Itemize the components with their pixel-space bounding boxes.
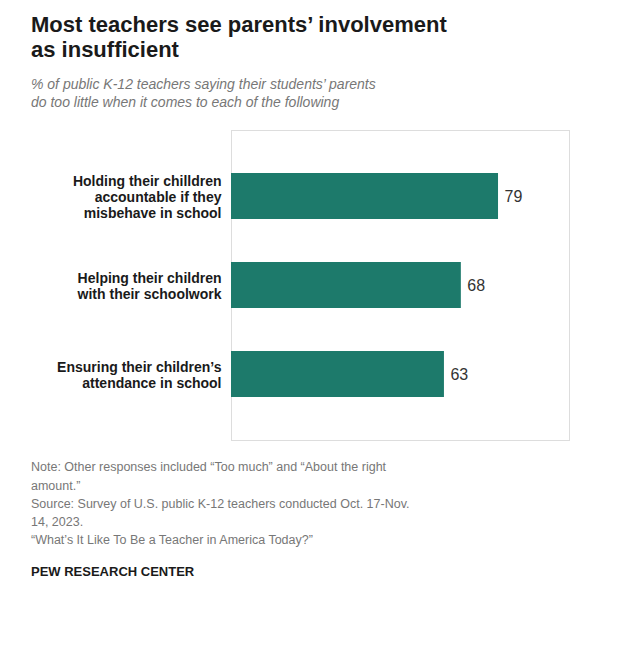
html-text:Most teachers see parents’ inv: Most teachers see parents’ involvement a… [31,12,447,63]
html-text:PEW RESEARCH CENTER: PEW RESEARCH CENTER [31,564,195,579]
svg-text:68: 68 [467,277,485,294]
svg-text:Holding their chilldrenaccount: Holding their chilldrenaccountable if th… [73,173,222,221]
svg-text:79: 79 [505,188,523,205]
svg-text:Helping their childrenwith the: Helping their childrenwith their schoolw… [77,270,222,302]
svg-text:63: 63 [450,366,468,383]
svg-text:Ensuring their children’satten: Ensuring their children’sattendance in s… [57,359,222,391]
html-text:Note: Other responses included: Note: Other responses included “Too much… [31,460,410,547]
html-text:% of public K-12 teachers sayi: % of public K-12 teachers saying their s… [31,75,376,111]
